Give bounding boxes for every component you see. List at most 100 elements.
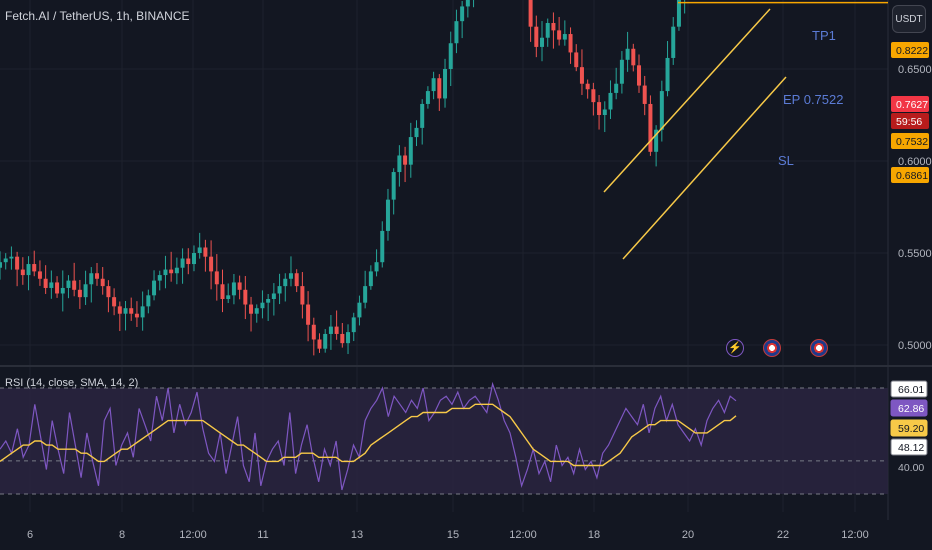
candle-down xyxy=(72,280,77,290)
rsi-band-fill xyxy=(0,388,888,494)
price-badge xyxy=(891,113,929,129)
candle-up xyxy=(545,23,550,38)
candle-up xyxy=(260,302,265,309)
price-badge-label: 0.8222 xyxy=(896,45,928,57)
lightning-event-icon[interactable]: ⚡ xyxy=(726,339,744,357)
candle-up xyxy=(140,306,145,318)
candle-up xyxy=(414,127,419,138)
candle-down xyxy=(294,273,299,287)
candle-down xyxy=(112,297,117,307)
candle-up xyxy=(425,91,430,104)
price-badge-label: 0.7627 xyxy=(896,99,928,111)
candle-up xyxy=(152,280,157,296)
candle-down xyxy=(637,65,642,86)
candle-up xyxy=(277,286,282,294)
candle-down xyxy=(311,324,316,340)
candle-down xyxy=(100,278,105,287)
rsi-tick-label: 66.01 xyxy=(898,384,924,396)
candle-down xyxy=(340,333,345,344)
price-badge-label: 59:56 xyxy=(896,116,922,128)
rsi-value-badge xyxy=(890,438,928,456)
candle-up xyxy=(465,0,470,7)
x-tick-label: 12:00 xyxy=(509,529,537,541)
candle-down xyxy=(534,26,539,47)
candle-up xyxy=(66,280,71,288)
candle-up xyxy=(231,282,236,296)
y-tick-label: 0.6000 xyxy=(898,156,932,168)
candle-down xyxy=(243,289,248,305)
candle-down xyxy=(209,256,214,272)
candle-up xyxy=(443,69,448,99)
candle-up xyxy=(540,37,545,47)
candle-up xyxy=(397,155,402,173)
candle-down xyxy=(55,282,60,294)
candle-up xyxy=(676,0,681,27)
candle-down xyxy=(568,34,573,53)
candle-down xyxy=(106,286,111,298)
candle-up xyxy=(380,230,385,263)
symbol-title: Fetch.AI / TetherUS, 1h, BINANCE xyxy=(5,9,190,23)
candle-up xyxy=(163,269,168,276)
candle-down xyxy=(300,286,305,305)
candle-up xyxy=(197,247,202,253)
candle-up xyxy=(625,48,630,60)
candle-up xyxy=(448,43,453,69)
x-tick-label: 11 xyxy=(257,529,268,541)
candle-down xyxy=(574,52,579,68)
candle-down xyxy=(117,306,122,314)
currency-button[interactable]: USDT xyxy=(892,5,926,33)
candle-down xyxy=(334,326,339,334)
x-tick-label: 18 xyxy=(588,529,600,541)
x-tick-label: 15 xyxy=(447,529,459,541)
candle-up xyxy=(283,278,288,287)
candle-up xyxy=(408,137,413,165)
candle-down xyxy=(317,339,322,349)
candle-down xyxy=(214,271,219,285)
y-tick-label: 0.6500 xyxy=(898,64,932,76)
candle-down xyxy=(129,308,134,314)
candle-up xyxy=(146,295,151,307)
candle-down xyxy=(20,269,25,276)
candle-down xyxy=(648,103,653,152)
price-badge xyxy=(891,167,929,183)
candle-up xyxy=(654,129,659,152)
candle-up xyxy=(357,302,362,318)
us-flag-event-icon[interactable] xyxy=(810,339,828,357)
candle-up xyxy=(83,284,88,298)
rsi-tick-label: 59.20 xyxy=(898,423,924,435)
channel-upper-line xyxy=(603,8,771,193)
rsi-value-badge xyxy=(890,399,928,417)
candle-up xyxy=(271,293,276,299)
candle-up xyxy=(0,262,2,268)
candle-down xyxy=(528,0,533,27)
rsi-tick-label: 48.12 xyxy=(898,442,924,454)
price-badge-label: 0.6861 xyxy=(896,170,928,182)
candle-down xyxy=(186,258,191,265)
candle-up xyxy=(89,273,94,285)
y-tick-label: 0.5500 xyxy=(898,248,932,260)
candle-up xyxy=(328,326,333,334)
candle-down xyxy=(631,48,636,66)
candle-up xyxy=(60,287,65,294)
candle-down xyxy=(579,67,584,84)
candle-up xyxy=(26,264,31,276)
candle-down xyxy=(77,289,82,298)
candle-up xyxy=(420,103,425,128)
candle-up xyxy=(3,258,8,263)
candle-up xyxy=(226,295,231,299)
candle-down xyxy=(551,23,556,31)
candle-down xyxy=(306,304,311,325)
candle-up xyxy=(619,59,624,84)
x-tick-label: 22 xyxy=(777,529,789,541)
candle-up xyxy=(374,262,379,272)
us-flag-event-icon[interactable] xyxy=(763,339,781,357)
candle-up xyxy=(323,333,328,349)
candle-up xyxy=(174,267,179,274)
candle-up xyxy=(351,317,356,333)
candle-down xyxy=(237,282,242,290)
candle-down xyxy=(37,271,42,279)
candle-up xyxy=(180,258,185,268)
candle-up xyxy=(608,92,613,110)
ep-label: EP 0.7522 xyxy=(783,92,843,107)
